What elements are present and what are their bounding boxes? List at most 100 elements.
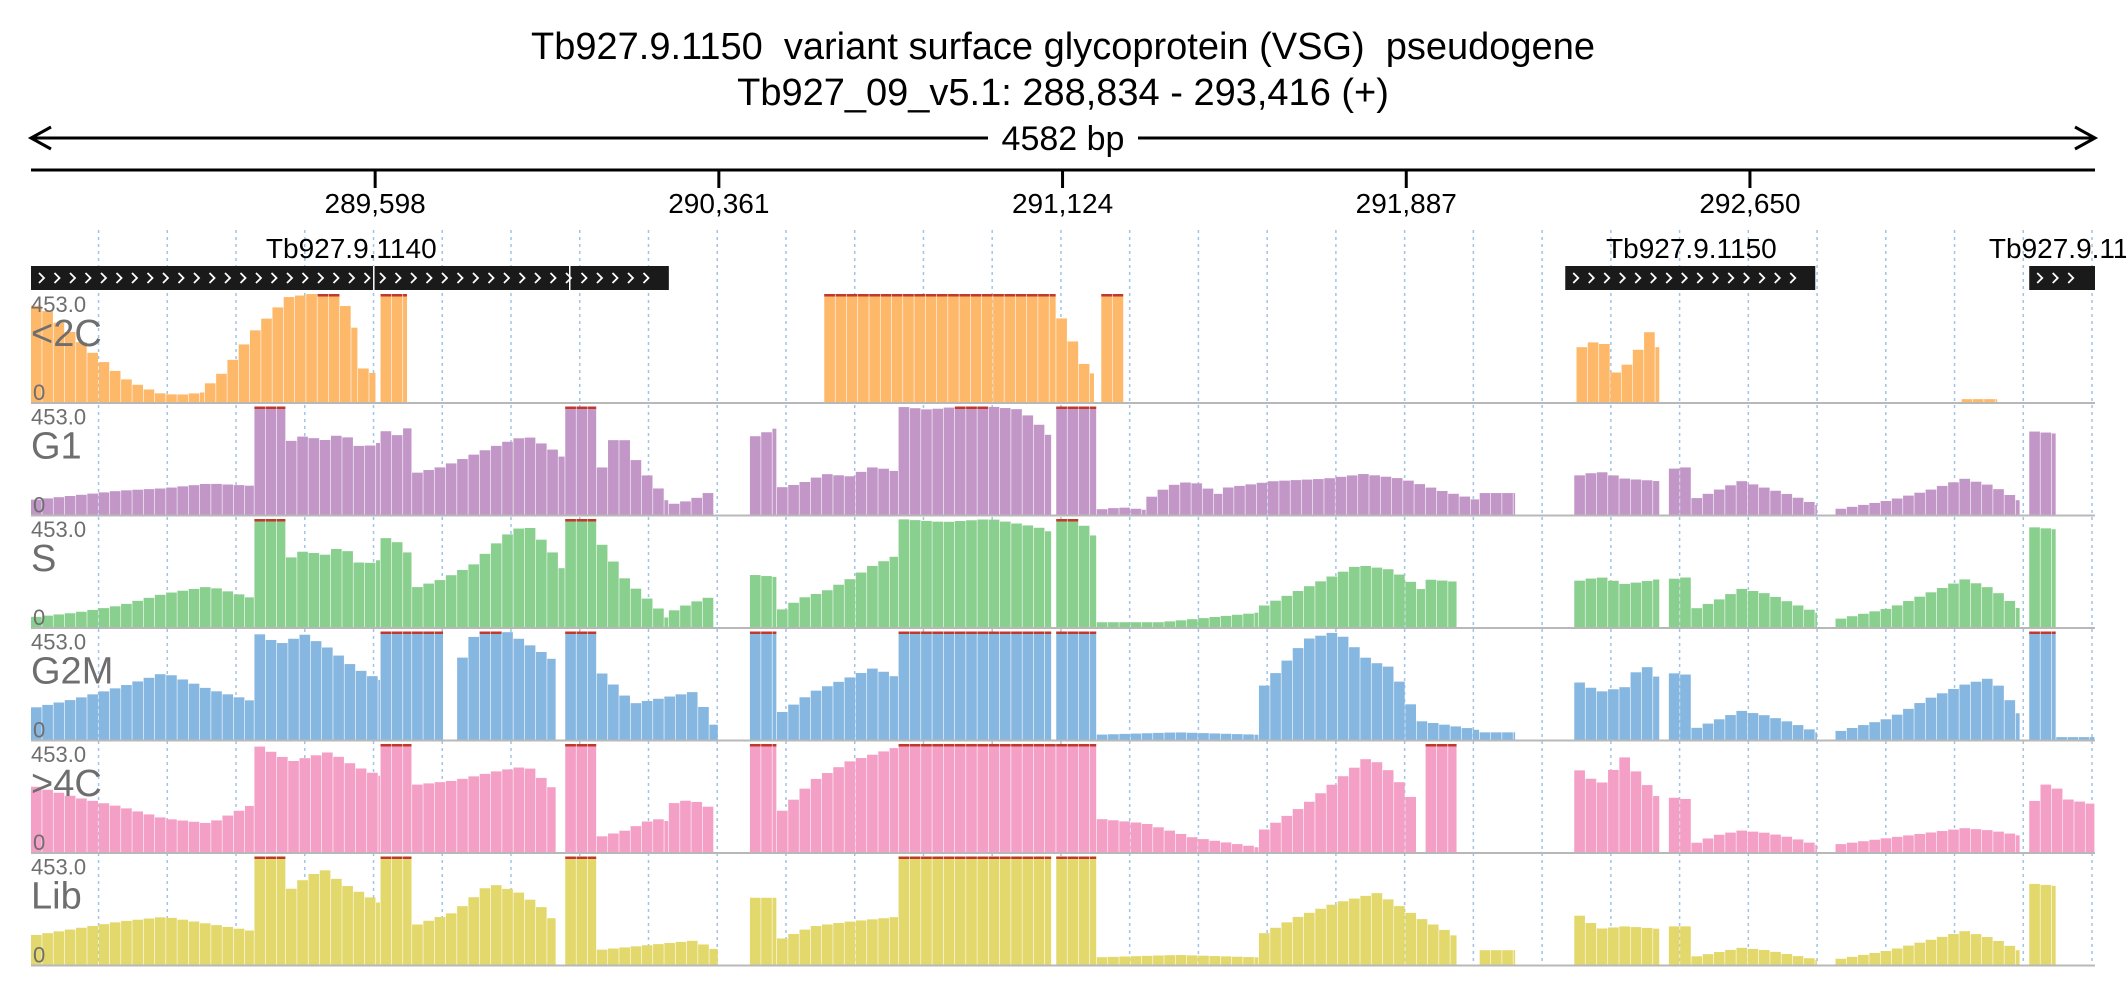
strand-arrow-icon [1696,272,1704,284]
coverage-bar [1292,809,1304,852]
coverage-bar [954,856,966,965]
coverage-bar [87,925,98,965]
clipped-marker [835,294,847,297]
coverage-bar [333,655,344,740]
coverage-bar [1033,424,1045,515]
coverage-bar [513,892,525,965]
coverage-bar [547,918,556,965]
coverage-bar [810,778,822,852]
coverage-bar [1959,931,1971,965]
coverage-bar [502,769,513,852]
coverage-bar [1585,473,1597,515]
strand-arrow-icon [177,272,185,284]
clipped-marker [772,744,777,747]
coverage-bar [1621,364,1633,402]
coverage-bar [810,593,822,627]
coverage-bar [98,803,110,852]
coverage-bar [1880,838,1892,852]
clipped-marker [891,294,903,297]
coverage-bar [1303,912,1315,965]
strand-arrow-icon [441,272,449,284]
clipped-marker [1026,294,1038,297]
coverage-bar [188,921,200,965]
coverage-bar [1846,956,1858,965]
coverage-bar [833,923,844,965]
coverage-bar [1448,493,1459,515]
coverage-bar [351,327,358,402]
coverage-bar [867,565,878,627]
coverage-bar [1153,622,1164,627]
coverage-bar [1369,475,1380,515]
coverage-bar [1044,631,1052,740]
coverage-bar [355,768,367,852]
coverage-bar [1405,912,1417,965]
coverage-bar [367,676,378,740]
clipped-marker [966,406,977,409]
coverage-bar [1175,833,1187,852]
coverage-bar [1202,488,1214,515]
coverage-bar [2029,631,2040,740]
coverage-bar [457,657,468,740]
coverage-bar [308,553,320,627]
clipped-marker [898,856,910,859]
span-arrow-right-icon [2074,125,2099,151]
clipped-marker [380,856,392,859]
coverage-bar [265,406,277,515]
coverage-bar [799,482,811,515]
coverage-bar [98,924,110,965]
coverage-bar [121,920,132,965]
coverage-bar [608,833,619,852]
coverage-bar [1303,801,1315,852]
coverage-bar [1680,926,1691,965]
clipped-marker [1078,744,1090,747]
coverage-bar [121,808,132,852]
coverage-bar [1146,496,1157,515]
coverage-bar [1254,957,1259,965]
coverage-bar [1846,842,1858,852]
coverage-bar [943,631,955,740]
coverage-bar [344,763,356,852]
clipped-marker [587,631,597,634]
strand-arrow-icon [1603,272,1611,284]
clipped-marker [1004,294,1016,297]
coverage-bar [761,631,772,740]
coverage-bar [2004,945,2016,965]
coverage-bar [1984,399,1995,402]
coverage-bar [749,744,761,852]
coverage-bar [914,294,926,402]
coverage-bar [977,631,989,740]
coverage-bar [1191,483,1203,515]
coverage-bar [166,819,177,852]
coverage-bar [954,406,966,515]
coverage-bar [331,435,342,515]
coverage-bar [898,407,910,515]
coverage-bar [1044,744,1056,852]
clipped-marker [943,856,955,859]
strand-arrow-icon [487,272,495,284]
coverage-bar [1108,956,1119,965]
coverage-bar [1044,531,1052,627]
coverage-bar [1869,722,1880,740]
coverage-bar [132,600,144,627]
coverage-bar [1880,719,1892,740]
clipped-marker [858,294,869,297]
coverage-bar [1267,481,1279,515]
coverage-bar [1112,294,1124,402]
coverage-bar [889,676,898,740]
coverage-bar [233,594,245,627]
coverage-bar [988,856,1000,965]
coverage-bar [1360,759,1371,852]
coverage-bar [109,606,121,627]
coverage-bar [772,428,777,515]
coverage-bar [999,631,1011,740]
coverage-bar [1044,856,1052,965]
coverage-bar [177,590,189,627]
coverage-bar [177,820,189,852]
coverage-bar [490,771,502,852]
strand-arrow-icon [286,272,294,284]
coverage-bar [2040,884,2052,965]
coverage-track-4: 453.0 0 >4C [31,742,2095,855]
coverage-bar [288,638,299,740]
coverage-bar [932,856,944,965]
coverage-bar [1804,958,1815,965]
